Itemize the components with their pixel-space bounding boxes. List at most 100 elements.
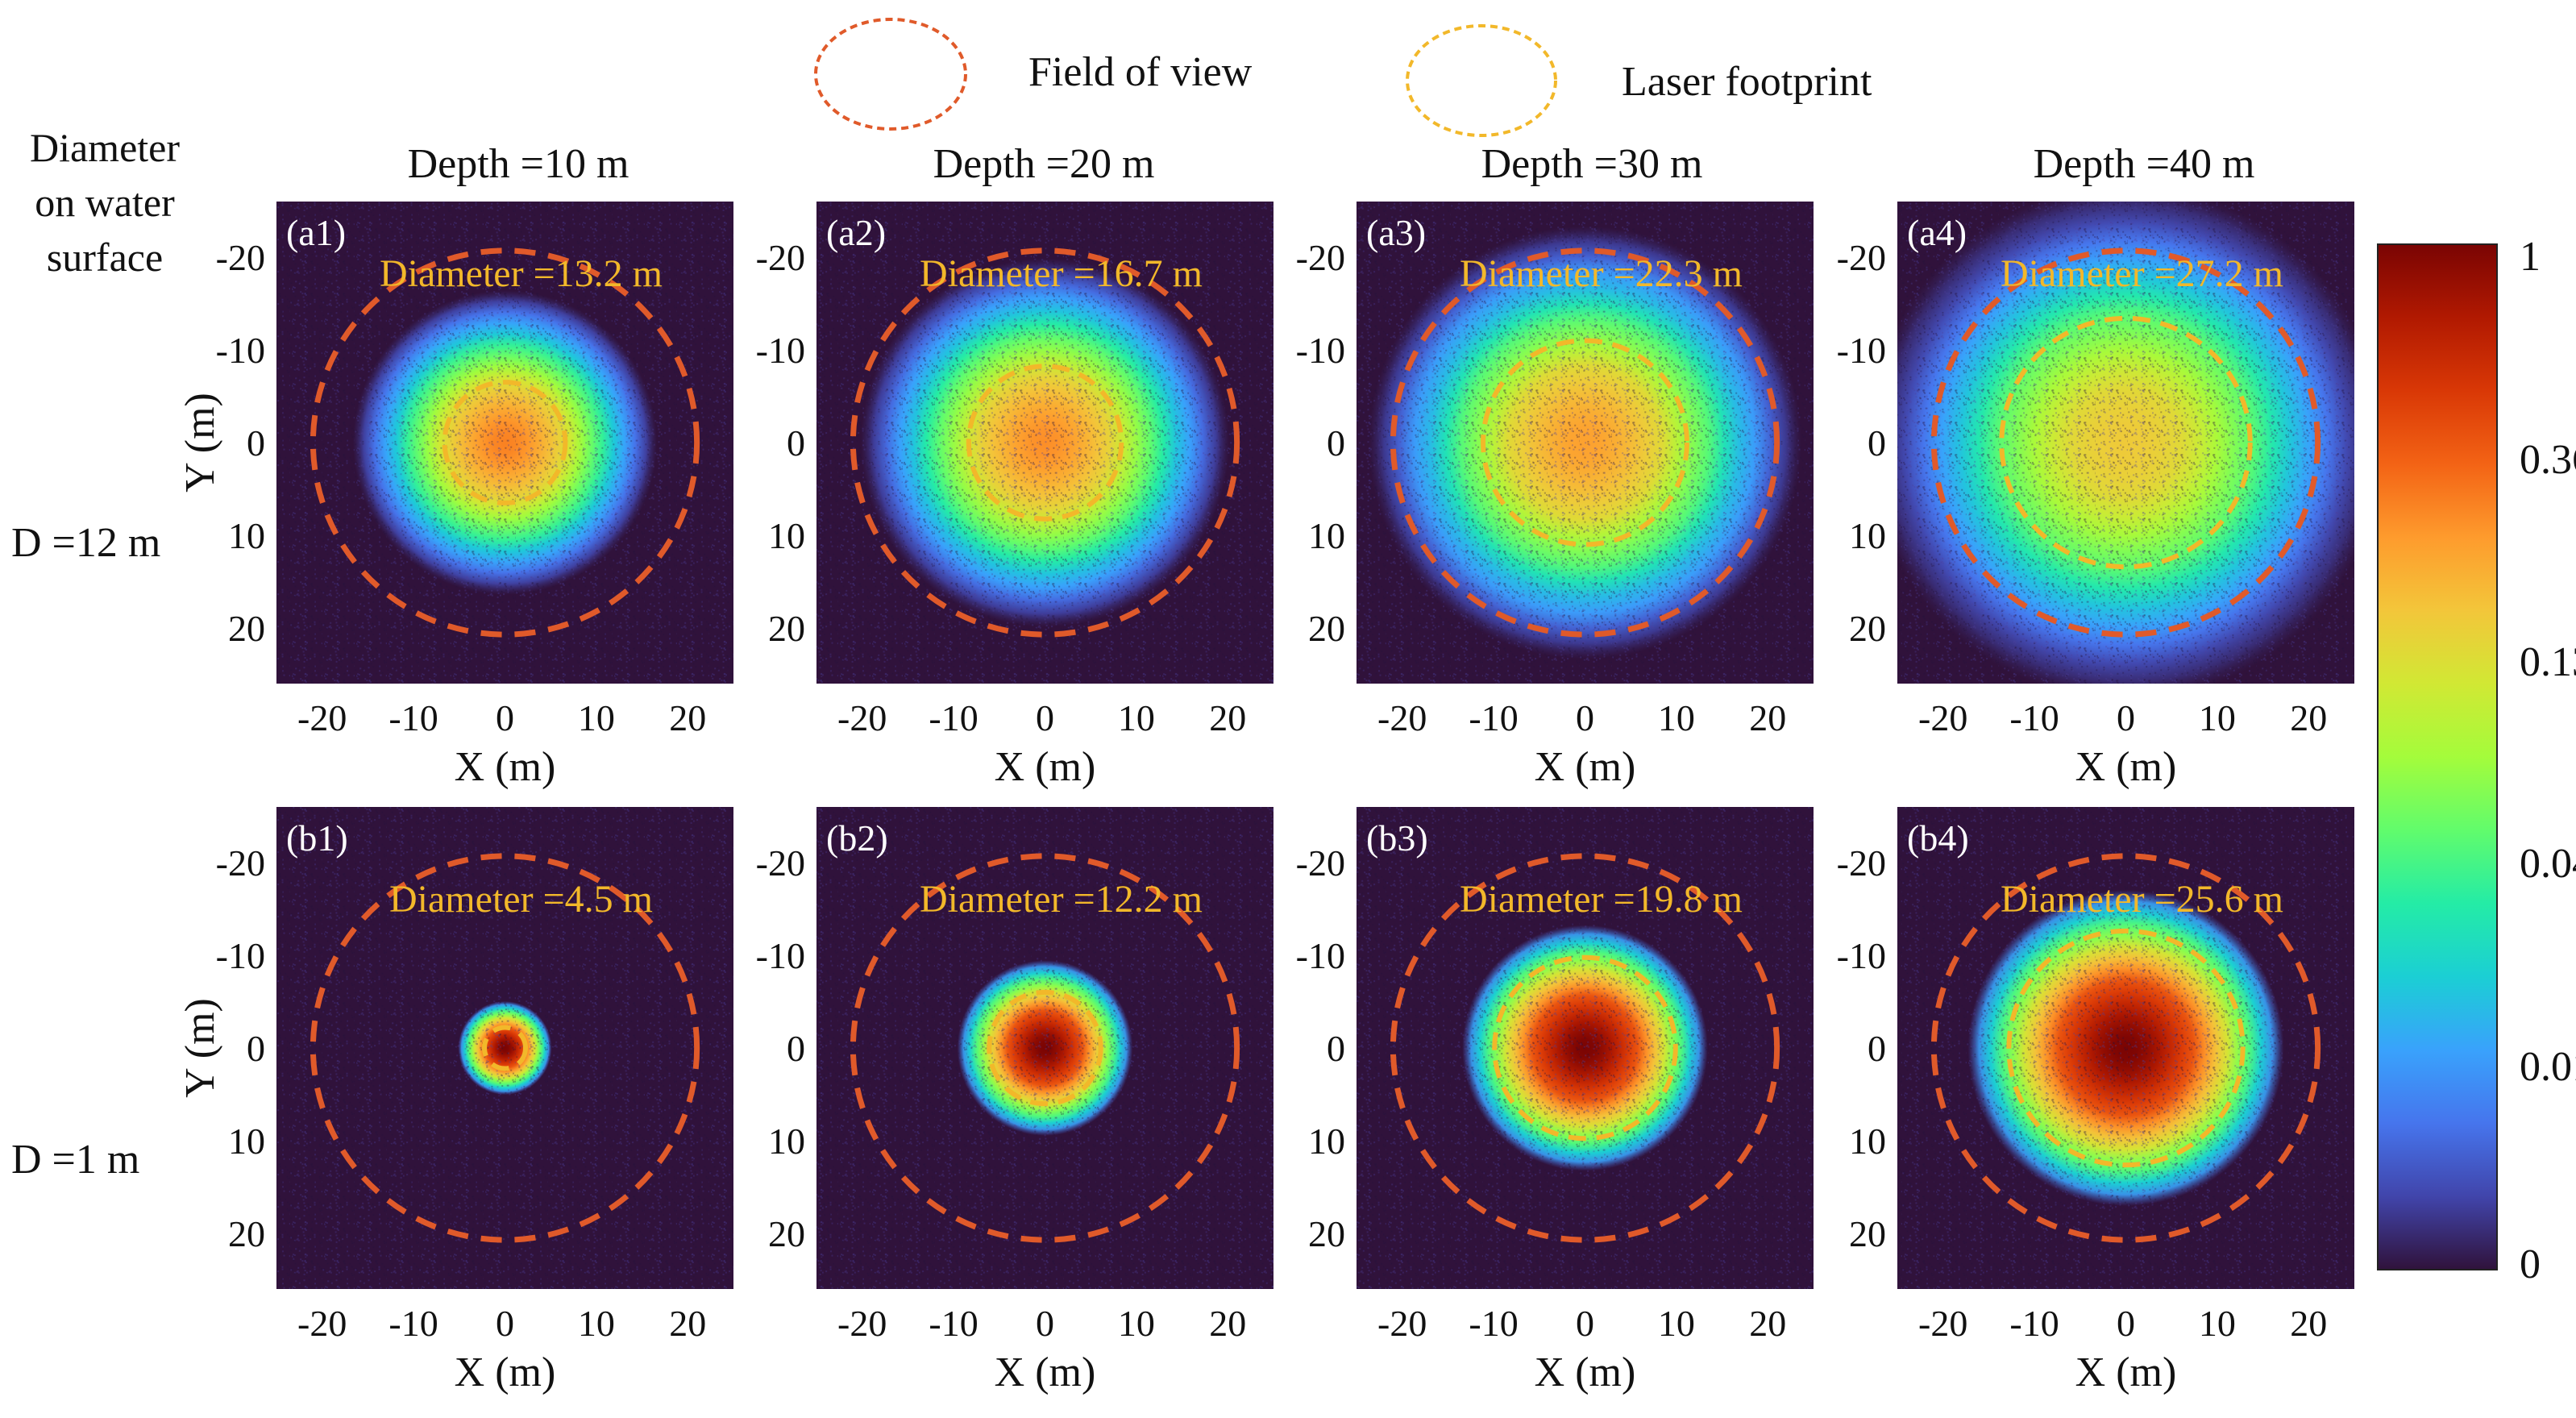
- y-tick-label: -20: [216, 237, 265, 278]
- x-tick-label: -10: [1469, 697, 1518, 738]
- diameter-annotation: Diameter =19.8 m: [1460, 878, 1743, 921]
- x-tick-label: -10: [2009, 1303, 2059, 1344]
- x-axis-label: X (m): [455, 1349, 556, 1395]
- diameter-annotation: Diameter =25.6 m: [2001, 878, 2283, 921]
- column-title-2: Depth =20 m: [933, 141, 1155, 187]
- y-tick-label: -20: [1296, 237, 1345, 278]
- x-tick-label: 0: [496, 697, 514, 738]
- y-tick-label: 20: [1849, 608, 1886, 649]
- y-tick-label: 10: [228, 1121, 265, 1162]
- x-tick-label: 0: [1576, 697, 1594, 738]
- laser-footprint-circle: [481, 1025, 529, 1071]
- panel-label: (b2): [826, 817, 888, 859]
- x-tick-label: -10: [929, 697, 978, 738]
- x-tick-label: 10: [578, 1303, 615, 1344]
- speckle-noise: [276, 202, 733, 684]
- x-axis-label: X (m): [1535, 1349, 1636, 1395]
- y-tick-label: 10: [768, 515, 805, 556]
- side-title: Diameter on water surface: [30, 125, 180, 280]
- x-tick-label: -20: [1377, 697, 1427, 738]
- colorbar-tick-0.13: 0.13: [2520, 639, 2576, 685]
- x-tick-label: 10: [1658, 697, 1695, 738]
- x-tick-label: -20: [297, 697, 347, 738]
- y-tick-label: 10: [768, 1121, 805, 1162]
- x-tick-label: 10: [578, 697, 615, 738]
- side-title-line-2: on water: [35, 180, 175, 225]
- y-tick-label: 10: [1849, 1121, 1886, 1162]
- x-tick-label: -20: [837, 1303, 887, 1344]
- y-tick-label: -10: [756, 330, 805, 371]
- y-tick-label: -10: [1296, 330, 1345, 371]
- field-of-view-circle: [1390, 853, 1780, 1243]
- laser-footprint-circle: [966, 364, 1124, 522]
- legend: Field of view Laser footprint: [814, 18, 1872, 137]
- panel-label: (b1): [286, 817, 348, 859]
- x-tick-label: -10: [1469, 1303, 1518, 1344]
- field-of-view-circle: [850, 247, 1240, 638]
- y-tick-label: 0: [787, 1028, 805, 1069]
- x-tick-label: 10: [2199, 1303, 2236, 1344]
- y-tick-label: -20: [756, 237, 805, 278]
- y-tick-label: 20: [228, 1213, 265, 1254]
- heatmap-panel-a2: (a2) Diameter =16.7 m -20 -10 0 10 20 -20 -10 0 10…: [756, 202, 1273, 790]
- x-tick-label: 0: [1036, 697, 1054, 738]
- y-tick-label: -20: [216, 842, 265, 884]
- x-tick-label: 20: [1209, 1303, 1246, 1344]
- x-tick-label: -10: [388, 1303, 438, 1344]
- legend-laser-swatch: [1406, 24, 1557, 137]
- speckle-noise: [1897, 202, 2354, 684]
- x-tick-label: 20: [669, 697, 706, 738]
- x-tick-label: -10: [929, 1303, 978, 1344]
- y-tick-label: 0: [247, 1028, 265, 1069]
- y-tick-label: -10: [1296, 935, 1345, 976]
- x-tick-label: 0: [1036, 1303, 1054, 1344]
- speckle-noise: [816, 202, 1273, 684]
- x-tick-label: -20: [1918, 1303, 1967, 1344]
- y-tick-label: 20: [1308, 608, 1345, 649]
- field-of-view-circle: [1930, 247, 2321, 638]
- speckle-noise: [1357, 202, 1814, 684]
- y-tick-label: 0: [1868, 1028, 1886, 1069]
- y-tick-label: -10: [1837, 330, 1886, 371]
- y-tick-label: -10: [216, 330, 265, 371]
- y-tick-label: 20: [228, 608, 265, 649]
- field-of-view-circle: [310, 853, 700, 1243]
- x-tick-label: 20: [1749, 1303, 1786, 1344]
- x-tick-label: 10: [1118, 1303, 1155, 1344]
- laser-footprint-circle: [987, 989, 1103, 1107]
- y-tick-label: -20: [756, 842, 805, 884]
- y-axis-label: Y (m): [177, 393, 223, 493]
- laser-footprint-circle: [2006, 928, 2246, 1168]
- side-title-line-3: surface: [47, 235, 163, 280]
- diameter-annotation: Diameter =12.2 m: [920, 878, 1203, 921]
- field-of-view-circle: [310, 247, 700, 638]
- y-tick-label: -10: [1837, 935, 1886, 976]
- y-tick-label: 0: [1327, 422, 1345, 464]
- heatmap-panel-b2: (b2) Diameter =12.2 m -20 -10 0 10 20 -20 -10 0 10…: [756, 807, 1273, 1395]
- y-tick-label: -10: [756, 935, 805, 976]
- panel-label: (a2): [826, 212, 886, 253]
- laser-footprint-circle: [1481, 338, 1689, 547]
- colorbar: 1 0.36 0.13 0.04 0.01 0: [2377, 234, 2576, 1287]
- y-tick-label: 10: [1849, 515, 1886, 556]
- column-title-3: Depth =30 m: [1481, 141, 1703, 187]
- x-tick-label: 20: [1209, 697, 1246, 738]
- diameter-annotation: Diameter =4.5 m: [389, 878, 653, 921]
- panel-label: (a1): [286, 212, 346, 253]
- x-axis-label: X (m): [2075, 744, 2177, 790]
- legend-fov-label: Field of view: [1028, 49, 1253, 95]
- diameter-annotation: Diameter =22.3 m: [1460, 252, 1743, 295]
- heatmap-panels: (a1) Diameter =13.2 m -20 -10 0 10 20 -20 -10 0 10…: [177, 202, 2354, 1395]
- x-tick-label: -20: [837, 697, 887, 738]
- speckle-noise: [276, 807, 733, 1289]
- field-of-view-circle: [850, 853, 1240, 1243]
- speckle-noise: [1897, 807, 2354, 1289]
- field-of-view-circle: [1930, 853, 2321, 1243]
- x-tick-label: -20: [1377, 1303, 1427, 1344]
- x-tick-label: 10: [2199, 697, 2236, 738]
- y-tick-label: 20: [1308, 1213, 1345, 1254]
- panel-label: (b3): [1366, 817, 1428, 859]
- y-tick-label: 0: [787, 422, 805, 464]
- column-title-4: Depth =40 m: [2034, 141, 2255, 187]
- panel-label: (a4): [1907, 212, 1967, 253]
